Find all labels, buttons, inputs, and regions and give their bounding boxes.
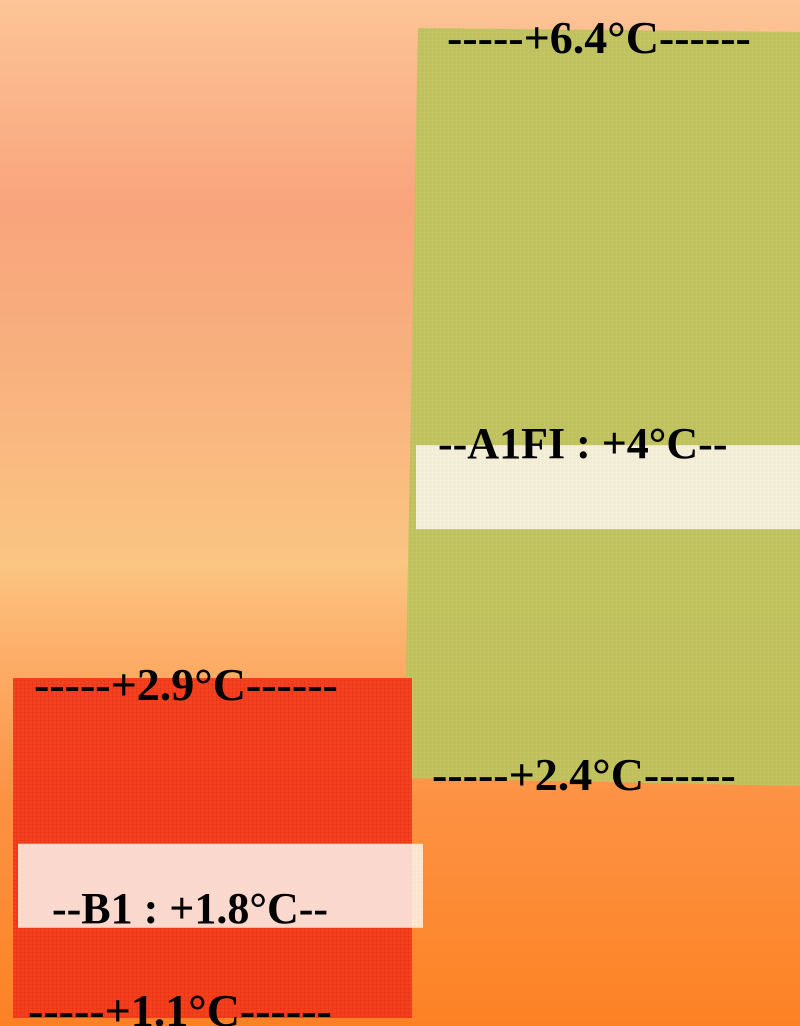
best-box-a1fi	[416, 445, 800, 530]
bar-a1fi	[404, 28, 800, 786]
label-b1-low: -----+1.1°C------	[28, 985, 332, 1026]
label-b1-best: --B1 : +1.8°C--	[52, 884, 328, 933]
best-box-b1	[18, 843, 423, 928]
label-a1fi-high: -----+6.4°C------	[447, 12, 751, 63]
label-a1fi-best: --A1FI : +4°C--	[438, 419, 727, 468]
label-a1fi-low: -----+2.4°C------	[432, 749, 736, 800]
label-b1-high: -----+2.9°C------	[34, 659, 338, 710]
